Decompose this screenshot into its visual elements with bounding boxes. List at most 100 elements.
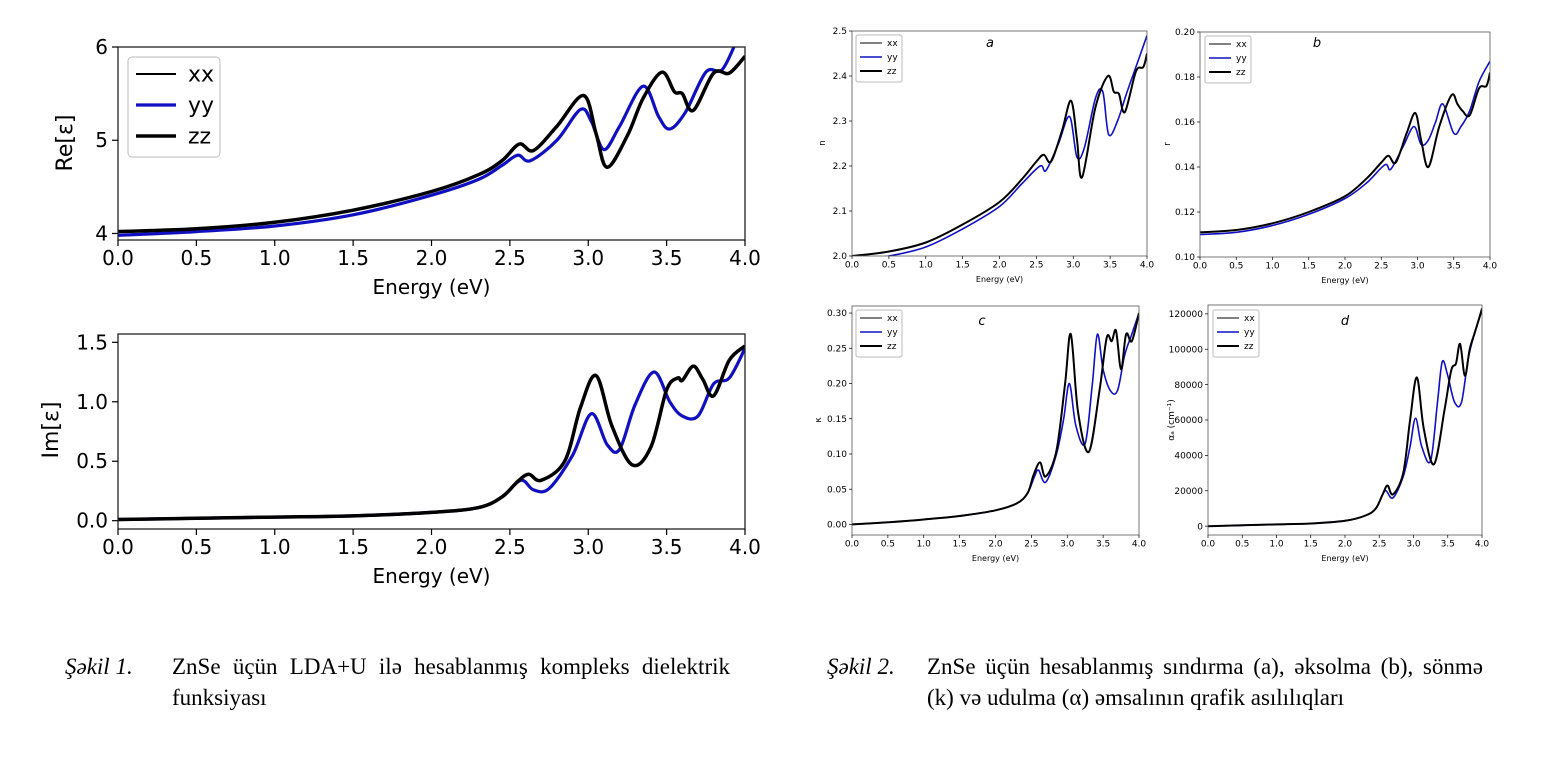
x-tick-label: 2.5 bbox=[494, 535, 526, 559]
y-tick-label: 2.2 bbox=[833, 162, 847, 172]
panel-letter: d bbox=[1341, 314, 1350, 329]
x-tick-label: 3.5 bbox=[651, 246, 683, 270]
legend: xx yy zz bbox=[855, 309, 903, 358]
x-tick-label: 4.0 bbox=[1475, 540, 1490, 550]
legend-label-zz: zz bbox=[1236, 68, 1246, 78]
x-tick-label: 3.5 bbox=[1447, 262, 1461, 272]
plot-frame bbox=[117, 333, 746, 530]
x-tick-label: 3.0 bbox=[1060, 540, 1075, 550]
x-tick-label: 3.5 bbox=[651, 535, 683, 559]
chart-extinction-k: 0.0 0.5 1.0 1.5 2.0 2.5 3.0 3.5 4.0 0.00 0.05 0.10 0… bbox=[814, 305, 1146, 563]
x-tick-label: 0.0 bbox=[1193, 262, 1208, 272]
x-tick-label: 4.0 bbox=[729, 535, 761, 559]
x-tick-label: 1.5 bbox=[955, 261, 969, 271]
x-tick-label: 3.0 bbox=[1066, 261, 1081, 271]
x-tick-label: 1.0 bbox=[259, 246, 291, 270]
y-tick-label: 2.3 bbox=[833, 117, 847, 127]
series-line-zz bbox=[852, 312, 1139, 526]
y-axis-label: κ bbox=[814, 417, 824, 423]
plot-area bbox=[118, 344, 745, 522]
y-tick-label: 0.5 bbox=[76, 449, 108, 473]
y-tick-label: 0.0 bbox=[76, 509, 108, 533]
legend-label-xx: xx bbox=[887, 314, 898, 324]
y-tick-label: 100000 bbox=[1169, 345, 1204, 355]
y-axis-label: n bbox=[818, 140, 828, 146]
y-tick-label: 60000 bbox=[1174, 416, 1203, 426]
plot-area bbox=[852, 312, 1139, 526]
y-tick-label: 0.05 bbox=[827, 485, 847, 495]
x-tick-label: 4.0 bbox=[729, 246, 761, 270]
x-axis-label: Energy (eV) bbox=[373, 564, 491, 588]
figure1-caption-text: ZnSe üçün LDA+U ilə hesablanmış kompleks… bbox=[172, 654, 730, 710]
legend-label-xx: xx bbox=[1244, 314, 1255, 324]
y-tick-label: 6 bbox=[95, 35, 108, 59]
y-tick-label: 2.0 bbox=[833, 252, 848, 262]
legend-label-xx: xx bbox=[1236, 40, 1247, 50]
x-tick-label: 1.5 bbox=[952, 540, 966, 550]
y-tick-label: 0.14 bbox=[1175, 163, 1195, 173]
series-line-yy bbox=[1200, 60, 1490, 236]
figure1-caption-label: Şəkil 1. bbox=[65, 654, 133, 679]
figure1-caption: Şəkil 1. ZnSe üçün LDA+U ilə hesablanmış… bbox=[65, 651, 730, 721]
plot-area bbox=[1208, 308, 1482, 528]
y-axis-label: Im[ε] bbox=[39, 402, 64, 459]
figure2-caption-text: ZnSe üçün hesablanmış sındırma (a), əkso… bbox=[927, 654, 1483, 710]
x-tick-label: 2.5 bbox=[1372, 540, 1386, 550]
legend: xx yy zz bbox=[1212, 309, 1260, 358]
x-tick-label: 1.0 bbox=[1269, 540, 1284, 550]
x-axis-label: Energy (eV) bbox=[976, 275, 1023, 284]
legend-label-yy: yy bbox=[1244, 328, 1255, 338]
legend-label-xx: xx bbox=[188, 63, 214, 88]
x-tick-label: 0.5 bbox=[1235, 540, 1249, 550]
y-tick-label: 5 bbox=[95, 128, 108, 152]
y-tick-label: 0.16 bbox=[1175, 118, 1195, 128]
series-line-zz bbox=[118, 344, 745, 522]
x-tick-label: 1.5 bbox=[337, 535, 369, 559]
legend: xx yy zz bbox=[1204, 35, 1252, 84]
x-tick-label: 3.0 bbox=[1410, 262, 1425, 272]
plot-area bbox=[118, 47, 745, 237]
legend-label-zz: zz bbox=[887, 342, 897, 352]
y-tick-label: 0.15 bbox=[827, 415, 847, 425]
x-tick-label: 3.0 bbox=[572, 246, 604, 270]
y-tick-label: 0.12 bbox=[1175, 208, 1195, 218]
legend: xx yy zz bbox=[127, 56, 221, 158]
x-tick-label: 2.5 bbox=[1029, 261, 1043, 271]
y-tick-label: 20000 bbox=[1174, 487, 1203, 497]
series-line-zz bbox=[1208, 308, 1482, 528]
panel-letter: a bbox=[986, 36, 994, 51]
series-line-zz bbox=[1200, 72, 1490, 234]
figure2-caption: Şəkil 2. ZnSe üçün hesablanmış sındırma … bbox=[827, 651, 1483, 751]
x-tick-label: 1.5 bbox=[1304, 540, 1318, 550]
legend-label-zz: zz bbox=[887, 67, 897, 77]
x-tick-label: 1.5 bbox=[1302, 262, 1316, 272]
plot-area bbox=[1200, 60, 1490, 236]
y-tick-label: 0.18 bbox=[1175, 73, 1195, 83]
legend-box bbox=[127, 56, 221, 158]
x-tick-label: 2.0 bbox=[416, 246, 448, 270]
y-tick-label: 40000 bbox=[1174, 452, 1203, 462]
x-tick-label: 1.0 bbox=[917, 540, 932, 550]
x-axis-label: Energy (eV) bbox=[1321, 554, 1368, 563]
x-tick-label: 3.0 bbox=[1406, 540, 1421, 550]
y-tick-label: 2.1 bbox=[833, 207, 847, 217]
y-tick-label: 0.20 bbox=[1175, 28, 1195, 38]
x-tick-label: 2.0 bbox=[416, 535, 448, 559]
chart-im-epsilon: 0.0 0.5 1.0 1.5 2.0 2.5 3.0 3.5 4.00.00.51.01.5E… bbox=[39, 330, 761, 588]
y-axis-label: αₐ (cm⁻¹) bbox=[1167, 399, 1177, 440]
x-tick-label: 4.0 bbox=[1140, 261, 1155, 271]
y-axis-label: r bbox=[1163, 142, 1173, 146]
legend: xx yy zz bbox=[855, 34, 903, 83]
y-tick-label: 1.5 bbox=[76, 330, 108, 354]
series-line-yy bbox=[884, 35, 1147, 256]
series-line-yy bbox=[118, 47, 736, 237]
legend-label-xx: xx bbox=[887, 39, 898, 49]
y-tick-label: 4 bbox=[95, 221, 108, 245]
x-axis-label: Energy (eV) bbox=[1321, 276, 1368, 285]
y-tick-label: 0.10 bbox=[1175, 253, 1195, 263]
y-axis-label: Re[ε] bbox=[53, 115, 78, 172]
series-line-zz bbox=[852, 53, 1147, 256]
x-tick-label: 0.5 bbox=[180, 535, 212, 559]
x-tick-label: 0.0 bbox=[1201, 540, 1216, 550]
figure2-caption-label: Şəkil 2. bbox=[827, 654, 895, 679]
